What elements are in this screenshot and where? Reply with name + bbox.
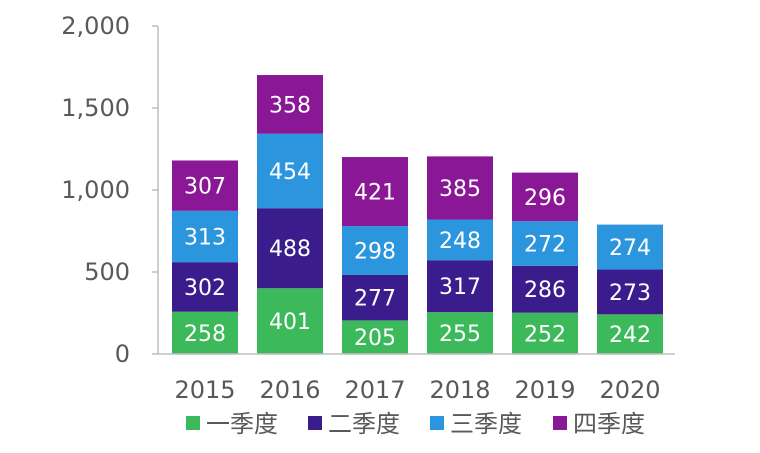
legend-swatch — [186, 416, 200, 430]
data-label: 286 — [524, 278, 566, 303]
bar-segment — [342, 226, 408, 275]
data-label: 307 — [184, 175, 226, 200]
legend-label: 二季度 — [328, 410, 400, 438]
x-tick-label: 2017 — [344, 376, 405, 404]
data-label: 358 — [269, 93, 311, 118]
x-axis: 2015 2016 2017 2018 2019 2020 — [158, 353, 675, 404]
data-label: 421 — [354, 181, 396, 206]
data-label: 277 — [354, 287, 396, 312]
bar-segment — [257, 208, 323, 289]
data-label: 401 — [269, 310, 311, 335]
data-label: 272 — [524, 232, 566, 257]
y-tick-label: 1,000 — [61, 176, 130, 204]
legend-label: 三季度 — [450, 410, 522, 438]
data-label: 454 — [269, 160, 311, 185]
bar-segment — [342, 274, 408, 321]
y-tick-label: 1,500 — [61, 94, 130, 122]
data-label: 248 — [439, 229, 481, 254]
x-tick-label: 2019 — [514, 376, 575, 404]
data-label: 302 — [184, 276, 226, 301]
bar-segment — [342, 157, 408, 227]
bar-segment — [512, 265, 578, 313]
y-tick-label: 2,000 — [61, 12, 130, 40]
data-label: 296 — [524, 186, 566, 211]
x-tick-label: 2018 — [429, 376, 490, 404]
legend-swatch — [430, 416, 444, 430]
data-label: 205 — [354, 326, 396, 351]
x-tick-label: 2020 — [599, 376, 660, 404]
bar-segment — [172, 311, 238, 354]
bar-segment — [512, 172, 578, 222]
bar-segment — [427, 260, 493, 313]
bar-segment — [512, 312, 578, 354]
data-label: 242 — [609, 323, 651, 348]
data-label: 252 — [524, 322, 566, 347]
bar-segment — [257, 75, 323, 134]
bar-segment — [427, 156, 493, 220]
data-label: 385 — [439, 177, 481, 202]
bar-segment — [257, 133, 323, 209]
y-tick-label: 500 — [84, 258, 130, 286]
legend-label: 一季度 — [206, 410, 278, 438]
data-label: 317 — [439, 275, 481, 300]
bar-segment — [427, 219, 493, 261]
data-label: 274 — [609, 236, 651, 261]
plot-area: 258 302 313 307 401 488 454 358 205 277 298 421 255 3… — [172, 75, 663, 354]
bar-segment — [427, 312, 493, 354]
legend-swatch — [553, 416, 567, 430]
bar-segment — [512, 221, 578, 266]
data-label: 313 — [184, 225, 226, 250]
x-tick-label: 2015 — [174, 376, 235, 404]
data-label: 258 — [184, 322, 226, 347]
x-tick-label: 2016 — [259, 376, 320, 404]
legend-swatch — [308, 416, 322, 430]
legend-label: 四季度 — [573, 410, 645, 438]
data-label: 488 — [269, 237, 311, 262]
bar-segment — [172, 160, 238, 211]
legend: 一季度 二季度 三季度 四季度 — [186, 410, 645, 438]
bar-segment — [172, 262, 238, 312]
data-label: 298 — [354, 240, 396, 265]
bar-segment — [342, 320, 408, 354]
bar-segment — [597, 224, 663, 270]
y-tick-label: 0 — [115, 340, 130, 368]
data-label: 273 — [609, 281, 651, 306]
bar-segment — [597, 269, 663, 315]
data-label: 255 — [439, 322, 481, 347]
bar-segment — [597, 314, 663, 354]
bar-segment — [257, 288, 323, 354]
bar-segment — [172, 210, 238, 263]
y-axis: 0 500 1,000 1,500 2,000 — [61, 12, 159, 368]
